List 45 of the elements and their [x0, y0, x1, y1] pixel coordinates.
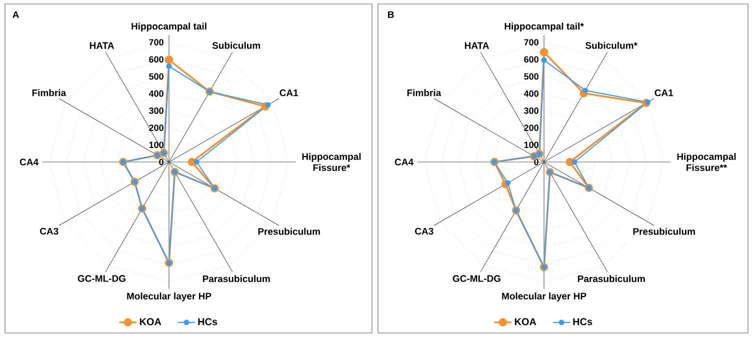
spoke-label: Presubiculum	[633, 228, 695, 235]
spoke-label: Subiculum*	[586, 42, 638, 49]
spoke-label: Subiculum	[212, 42, 260, 49]
y-tick-label: 500	[149, 73, 164, 80]
legend-label: KOA	[514, 318, 536, 326]
spoke-label: Parasubiculum	[202, 275, 270, 282]
spoke-label: HATA	[90, 42, 114, 49]
spoke-label: GC-ML-DG	[452, 275, 500, 282]
spoke-label: Molecular layer HP	[502, 292, 586, 302]
y-tick-label: 400	[148, 90, 164, 97]
spoke-label: Hippocampal Fissure**	[677, 153, 736, 171]
y-tick-label: 0	[159, 158, 164, 166]
chart-title: A	[12, 11, 19, 18]
spoke-label: Hippocampal Fissure*	[302, 153, 361, 171]
chart-title: B	[388, 11, 394, 18]
spoke-label: Fimbria	[407, 89, 442, 96]
spoke-label: Hippocampal tail	[132, 22, 206, 32]
spoke-label: CA1	[280, 89, 298, 96]
spoke-label: Molecular layer HP	[127, 292, 212, 302]
y-tick-label: 700	[149, 39, 164, 46]
spoke-label: CA3	[40, 228, 58, 235]
spoke-label: Presubiculum	[258, 228, 320, 235]
spoke-label: HATA	[464, 42, 490, 49]
legend-label: KOA	[140, 318, 162, 326]
spoke-label: Hippocampal tail*	[504, 22, 584, 32]
y-tick-label: 600	[149, 56, 164, 63]
spoke-label: GC-ML-DG	[78, 275, 126, 282]
y-tick-label: 300	[148, 108, 164, 114]
y-tick-label: 700	[524, 39, 538, 46]
spoke-label: CA3	[415, 228, 434, 235]
spoke-label: CA4	[394, 158, 414, 166]
spoke-label: CA4	[20, 158, 38, 166]
y-tick-label: 300	[524, 108, 538, 114]
y-tick-label: 200	[524, 124, 538, 131]
spoke-label: Fimbria	[32, 89, 66, 96]
y-tick-label: 100	[524, 142, 538, 148]
y-tick-label: 100	[149, 142, 164, 148]
y-tick-label: 500	[524, 73, 538, 80]
legend-label: HCs	[573, 318, 592, 326]
legend-label: HCs	[198, 318, 218, 326]
y-tick-label: 600	[524, 56, 538, 63]
y-tick-label: 200	[149, 124, 164, 131]
spoke-label: CA1	[654, 89, 674, 96]
y-tick-label: 400	[524, 90, 538, 97]
spoke-label: Parasubiculum	[578, 275, 645, 282]
